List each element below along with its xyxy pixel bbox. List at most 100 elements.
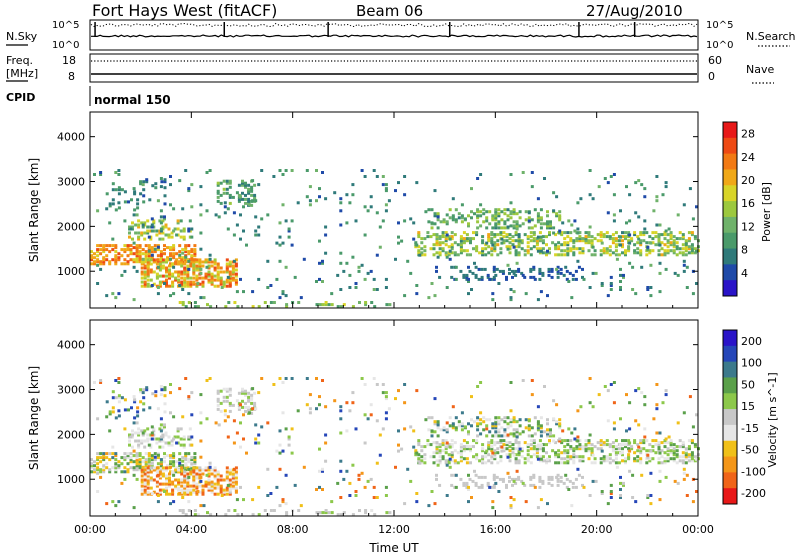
velocity-cell (491, 422, 495, 426)
power-cell (155, 274, 159, 278)
power-cell (159, 177, 163, 180)
velocity-cell (678, 445, 682, 449)
power-cell (621, 251, 624, 255)
velocity-cell (199, 411, 203, 415)
x-tick-label: 20:00 (581, 523, 613, 536)
velocity-cell (503, 420, 507, 424)
velocity-cell (195, 486, 199, 490)
power-cell (250, 187, 254, 191)
velocity-cell (539, 498, 543, 502)
power-cell (231, 278, 235, 282)
velocity-cell (497, 420, 501, 424)
power-cell (570, 296, 574, 300)
power-cell (139, 192, 143, 196)
velocity-cell (186, 480, 190, 484)
power-cell (517, 241, 521, 245)
power-cell (114, 244, 118, 248)
power-cell (181, 207, 185, 211)
velocity-cell (108, 468, 112, 472)
velocity-cell (132, 460, 136, 464)
velocity-cell (167, 441, 171, 445)
power-cell (567, 219, 571, 223)
velocity-cell (643, 395, 647, 399)
velocity-cell (195, 472, 199, 476)
velocity-cell (123, 398, 127, 402)
power-cell (573, 229, 577, 233)
power-cell (228, 201, 232, 205)
velocity-cell (657, 461, 661, 465)
velocity-cell (599, 461, 603, 465)
power-cell (369, 205, 373, 209)
velocity-cell (93, 381, 96, 384)
power-cell (675, 237, 679, 241)
power-cell (608, 249, 612, 253)
power-cell (448, 216, 452, 220)
velocity-cell (192, 488, 196, 492)
velocity-cell (186, 478, 190, 482)
power-cell (602, 247, 606, 251)
velocity-cell (678, 439, 682, 443)
power-cell (681, 251, 685, 255)
velocity-cell (654, 451, 658, 455)
velocity-cell (143, 474, 147, 478)
velocity-cell (150, 461, 154, 465)
velocity-cell (144, 458, 148, 462)
velocity-cell (414, 449, 418, 453)
velocity-cell (403, 502, 407, 506)
velocity-cell (633, 451, 637, 455)
velocity-cell (216, 399, 220, 403)
power-cell (506, 225, 510, 229)
power-cell (467, 280, 470, 283)
velocity-cell (441, 457, 445, 461)
velocity-cell (622, 481, 625, 485)
power-cell (506, 208, 510, 212)
power-cell (420, 241, 424, 245)
velocity-cell (210, 486, 214, 490)
power-cell (163, 244, 166, 248)
power-cell (158, 282, 162, 286)
velocity-cell (663, 457, 667, 461)
power-cell (225, 268, 229, 272)
velocity-cell (681, 461, 685, 465)
power-cell (503, 222, 507, 226)
power-cell (651, 249, 655, 253)
velocity-cell (624, 461, 627, 465)
velocity-cell (634, 419, 638, 423)
power-cell (651, 237, 655, 241)
velocity-cell (339, 459, 343, 463)
velocity-cell (465, 483, 469, 487)
velocity-cell (637, 445, 641, 449)
power-cell (546, 294, 549, 298)
velocity-cell (131, 433, 134, 437)
power-cell (193, 305, 197, 309)
velocity-cell (132, 454, 136, 458)
power-cell (508, 233, 512, 237)
velocity-cell (250, 411, 254, 415)
power-cell (477, 277, 481, 281)
power-cell (201, 284, 205, 288)
power-cell (281, 292, 285, 296)
velocity-cell (436, 420, 440, 424)
velocity-cell (250, 401, 254, 405)
velocity-cell (146, 478, 150, 482)
power-cell (260, 169, 264, 172)
power-cell (517, 243, 521, 247)
power-cell (165, 260, 168, 264)
power-cell (342, 269, 346, 273)
power-cell (602, 251, 606, 255)
velocity-cell (284, 377, 288, 380)
power-cell (143, 280, 147, 284)
power-cell (494, 210, 498, 214)
power-cell (207, 272, 211, 276)
power-cell (624, 235, 627, 239)
velocity-cell (137, 433, 141, 437)
velocity-cell (217, 423, 221, 427)
velocity-cell (140, 488, 144, 492)
power-cell (454, 220, 458, 224)
power-cell (438, 235, 442, 239)
x-tick-label: 00:00 (74, 523, 106, 536)
power-cell (549, 220, 552, 224)
power-cell (687, 247, 691, 251)
power-cell (369, 269, 373, 273)
velocity-cell (187, 437, 191, 441)
